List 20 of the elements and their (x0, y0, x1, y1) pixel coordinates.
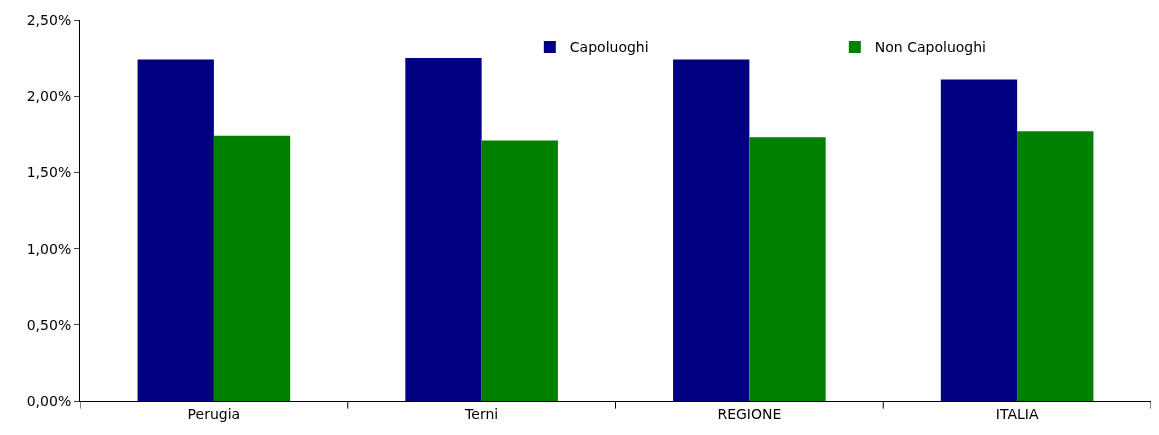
y-tick-label: 0,00% (26, 392, 72, 409)
x-tick-label: ITALIA (995, 405, 1039, 422)
bar (481, 140, 558, 401)
bar (213, 135, 291, 401)
y-tick-label: 2,00% (26, 88, 72, 105)
legend-label: Capoluoghi (569, 39, 649, 56)
x-tick-label: Terni (464, 405, 499, 422)
bar (749, 137, 826, 401)
bar (137, 59, 214, 401)
bar (405, 58, 482, 401)
bar (940, 79, 1018, 401)
x-tick-label: Perugia (187, 405, 241, 422)
bar (673, 59, 750, 401)
bar (1017, 131, 1094, 401)
legend-label: Non Capoluoghi (874, 39, 986, 56)
y-tick-label: 0,50% (26, 316, 72, 333)
y-tick-label: 2,50% (26, 11, 72, 28)
y-tick-label: 1,00% (26, 240, 72, 257)
y-tick-label: 1,50% (26, 164, 72, 181)
x-tick-label: REGIONE (717, 405, 782, 422)
